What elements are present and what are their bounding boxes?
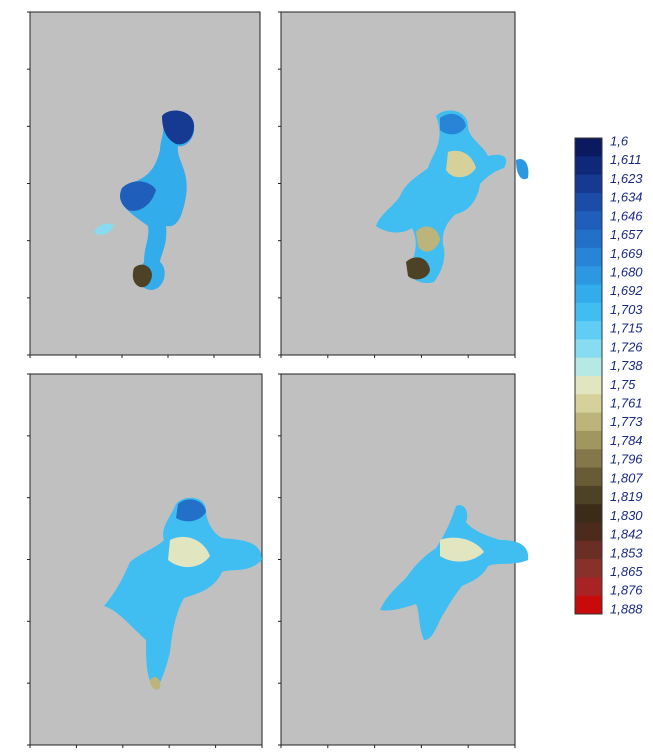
- map-panel: [30, 374, 262, 745]
- colorbar-label: 1,807: [610, 470, 643, 485]
- colorbar-swatch: [575, 486, 602, 505]
- colorbar-swatch: [575, 596, 602, 615]
- colorbar-label: 1,830: [610, 508, 643, 523]
- colorbar-label: 1,761: [610, 396, 643, 411]
- colorbar-swatch: [575, 248, 602, 267]
- colorbar-label: 1,75: [610, 377, 636, 392]
- colorbar-label: 1,819: [610, 489, 643, 504]
- colorbar-swatch: [575, 559, 602, 578]
- colorbar-label: 1,6: [610, 133, 629, 148]
- colorbar-swatch: [575, 339, 602, 358]
- colorbar-label: 1,669: [610, 246, 643, 261]
- colorbar-swatch: [575, 138, 602, 157]
- colorbar-swatch: [575, 376, 602, 395]
- colorbar-label: 1,715: [610, 321, 643, 336]
- colorbar-label: 1,623: [610, 171, 643, 186]
- colorbar-label: 1,876: [610, 583, 643, 598]
- map-panel: [30, 12, 260, 355]
- colorbar-swatch: [575, 193, 602, 212]
- colorbar-label: 1,657: [610, 227, 643, 242]
- colorbar-swatch: [575, 541, 602, 560]
- colorbar-label: 1,692: [610, 283, 643, 298]
- colorbar-label: 1,646: [610, 208, 643, 223]
- colorbar-swatch: [575, 266, 602, 285]
- map-panel: [281, 374, 528, 745]
- colorbar-swatch: [575, 358, 602, 377]
- colorbar-label: 1,842: [610, 527, 643, 542]
- colorbar-swatch: [575, 504, 602, 523]
- colorbar-label: 1,680: [610, 264, 643, 279]
- colorbar-swatch: [575, 175, 602, 194]
- colorbar-swatch: [575, 468, 602, 487]
- colorbar-swatch: [575, 449, 602, 468]
- colorbar-swatch: [575, 431, 602, 450]
- colorbar-label: 1,634: [610, 190, 643, 205]
- colorbar-label: 1,865: [610, 564, 643, 579]
- figure: 1,6 1,611 1,623 1,634 1,646 1,657 1,669 1,680 1,…: [0, 0, 653, 753]
- colorbar-label: 1,773: [610, 414, 643, 429]
- colorbar-swatch: [575, 211, 602, 230]
- colorbar: 1,6 1,611 1,623 1,634 1,646 1,657 1,669 1,680 1,…: [575, 133, 643, 616]
- page: {"colorbar": { "labels": ["1,6", "1,611"…: [0, 0, 653, 753]
- colorbar-swatch: [575, 303, 602, 322]
- colorbar-swatch: [575, 156, 602, 175]
- colorbar-swatch: [575, 230, 602, 249]
- map-panel: [281, 12, 528, 355]
- colorbar-swatch: [575, 522, 602, 541]
- colorbar-label: 1,703: [610, 302, 643, 317]
- colorbar-label: 1,611: [610, 152, 642, 167]
- colorbar-label: 1,796: [610, 452, 643, 467]
- colorbar-label: 1,738: [610, 358, 643, 373]
- colorbar-label: 1,726: [610, 339, 643, 354]
- colorbar-label: 1,888: [610, 601, 643, 616]
- colorbar-swatch: [575, 577, 602, 596]
- colorbar-label: 1,784: [610, 433, 643, 448]
- colorbar-swatch: [575, 321, 602, 340]
- colorbar-swatch: [575, 284, 602, 303]
- colorbar-label: 1,853: [610, 545, 643, 560]
- colorbar-swatch: [575, 413, 602, 432]
- data-region: [516, 159, 528, 179]
- colorbar-swatch: [575, 394, 602, 413]
